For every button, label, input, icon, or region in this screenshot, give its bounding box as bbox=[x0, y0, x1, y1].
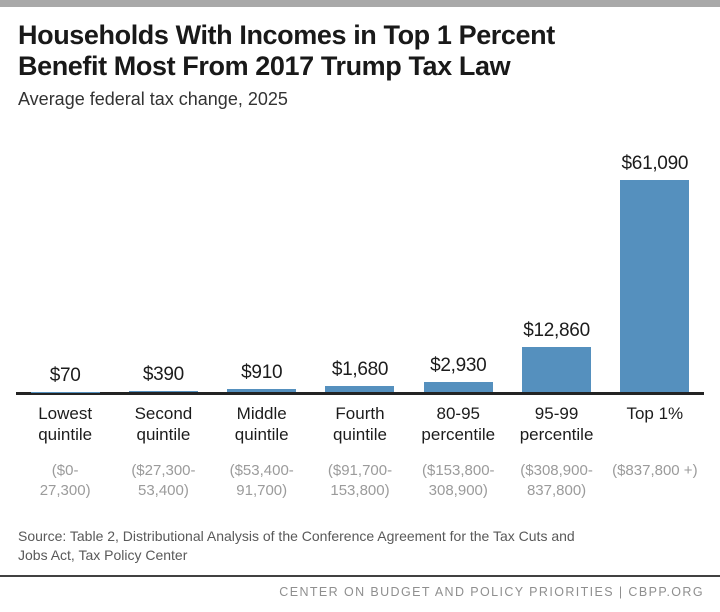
bar-value-label: $2,930 bbox=[430, 354, 487, 376]
category-row: Lowest quintile Second quintile Middle qui… bbox=[16, 403, 704, 445]
page-subtitle: Average federal tax change, 2025 bbox=[18, 89, 288, 109]
x-axis-line bbox=[16, 392, 704, 395]
bar-chart: $70 $390 $910 $1,680 $2,930 $12,860 $61,090 Lo… bbox=[0, 147, 720, 501]
category-label: Second quintile bbox=[134, 404, 193, 444]
income-range-label: ($0- 27,300) bbox=[39, 462, 91, 499]
category-label: Lowest quintile bbox=[38, 404, 93, 444]
category-label: Top 1% bbox=[626, 404, 684, 423]
bar bbox=[423, 381, 493, 392]
bar-value-label: $1,680 bbox=[331, 359, 389, 381]
bar bbox=[325, 386, 395, 392]
bar-value-label: $12,860 bbox=[523, 320, 590, 342]
category-label: Fourth quintile bbox=[333, 404, 387, 444]
bar bbox=[227, 388, 297, 392]
footer-divider bbox=[0, 575, 720, 577]
income-range-label: ($308,900- 837,800) bbox=[520, 462, 593, 499]
income-range-row: ($0- 27,300) ($27,300- 53,400) ($53,400- 9… bbox=[16, 461, 704, 501]
bar-value-label: $390 bbox=[142, 363, 184, 385]
bar-column: $390 bbox=[114, 364, 212, 392]
bar-column: $70 bbox=[16, 365, 114, 392]
income-range-label: ($153,800- 308,900) bbox=[421, 462, 495, 499]
income-range-label: ($53,400- 91,700) bbox=[229, 462, 294, 499]
category-label: 95-99 percentile bbox=[519, 404, 594, 444]
chart-header: Households With Incomes in Top 1 Percent… bbox=[0, 7, 720, 110]
bar-column: $2,930 bbox=[409, 355, 507, 392]
bar-column: $1,680 bbox=[311, 359, 409, 392]
income-range-label: ($837,800 +) bbox=[612, 462, 698, 479]
category-label: Middle quintile bbox=[234, 404, 289, 444]
bar-value-label: $70 bbox=[49, 364, 81, 386]
top-accent-bar bbox=[0, 0, 720, 7]
bar bbox=[128, 390, 198, 392]
bar-value-label: $910 bbox=[241, 361, 283, 383]
income-range-label: ($27,300- 53,400) bbox=[131, 462, 196, 499]
bar-column: $12,860 bbox=[507, 320, 605, 392]
category-label: 80-95 percentile bbox=[421, 404, 496, 444]
bar-column: $61,090 bbox=[606, 153, 704, 392]
bar bbox=[522, 347, 592, 392]
plot-area: $70 $390 $910 $1,680 $2,930 $12,860 $61,090 bbox=[16, 147, 704, 392]
page-title: Households With Incomes in Top 1 Percent… bbox=[18, 20, 555, 81]
bar-value-label: $61,090 bbox=[621, 153, 689, 174]
footer-branding: CENTER ON BUDGET AND POLICY PRIORITIES |… bbox=[279, 585, 704, 599]
source-note: Source: Table 2, Distributional Analysis… bbox=[18, 528, 575, 563]
income-range-label: ($91,700- 153,800) bbox=[327, 462, 393, 499]
bar-column: $910 bbox=[213, 362, 311, 392]
bar bbox=[620, 180, 690, 392]
